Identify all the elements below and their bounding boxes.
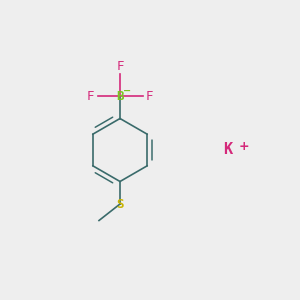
Text: −: − [122,86,131,96]
Text: B: B [116,89,124,103]
Text: K: K [224,142,232,158]
Text: F: F [146,89,154,103]
Text: F: F [87,89,94,103]
Text: +: + [238,140,249,153]
Text: F: F [116,60,124,74]
Text: S: S [116,197,124,211]
